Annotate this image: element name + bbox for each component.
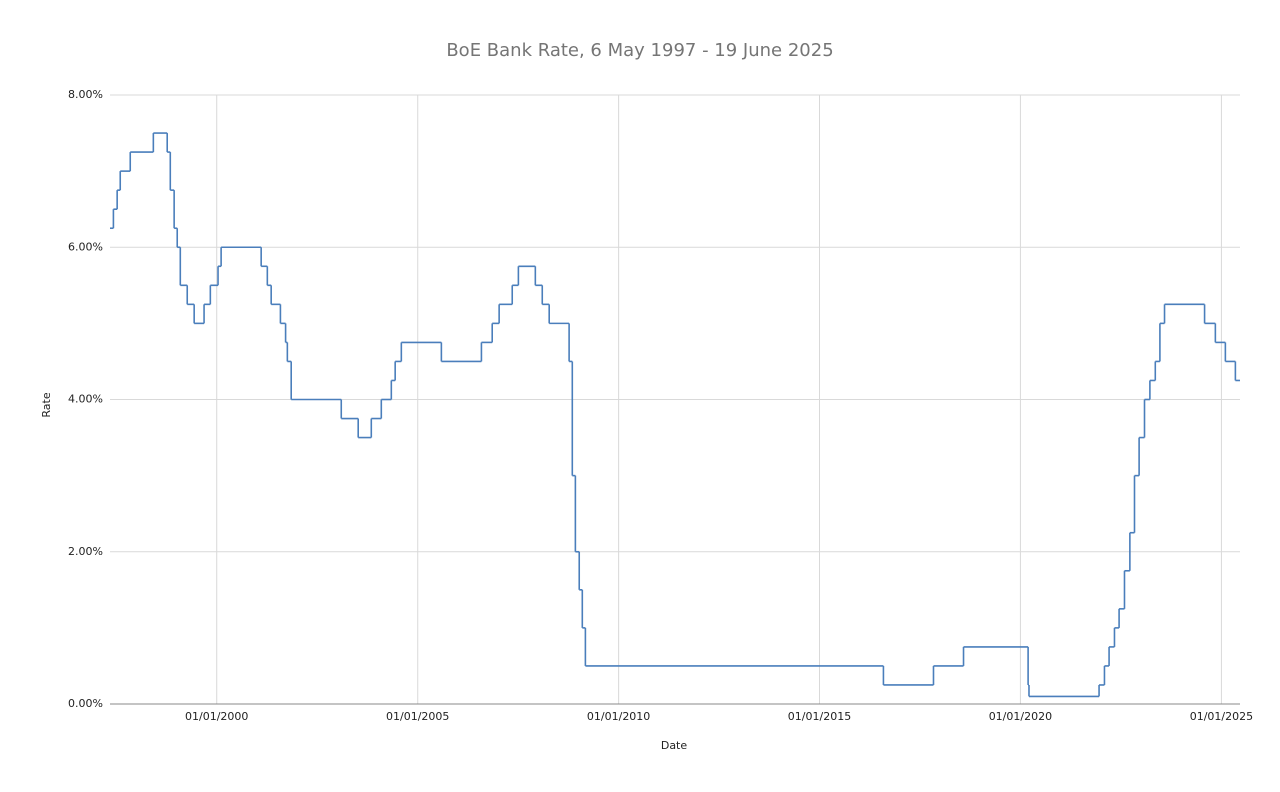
y-tick-label: 4.00% [68,393,103,406]
x-tick-label: 01/01/2025 [1190,710,1253,723]
x-axis-label: Date [661,739,688,752]
x-tick-label: 01/01/2000 [185,710,248,723]
y-tick-label: 6.00% [68,240,103,253]
x-tick-label: 01/01/2005 [386,710,449,723]
x-tick-label: 01/01/2015 [788,710,851,723]
x-tick-label: 01/01/2020 [989,710,1052,723]
chart-title: BoE Bank Rate, 6 May 1997 - 19 June 2025 [446,40,833,61]
x-tick-label: 01/01/2010 [587,710,650,723]
y-tick-label: 8.00% [68,88,103,101]
y-tick-label: 2.00% [68,545,103,558]
y-axis-label: Rate [40,392,53,417]
y-tick-label: 0.00% [68,697,103,710]
